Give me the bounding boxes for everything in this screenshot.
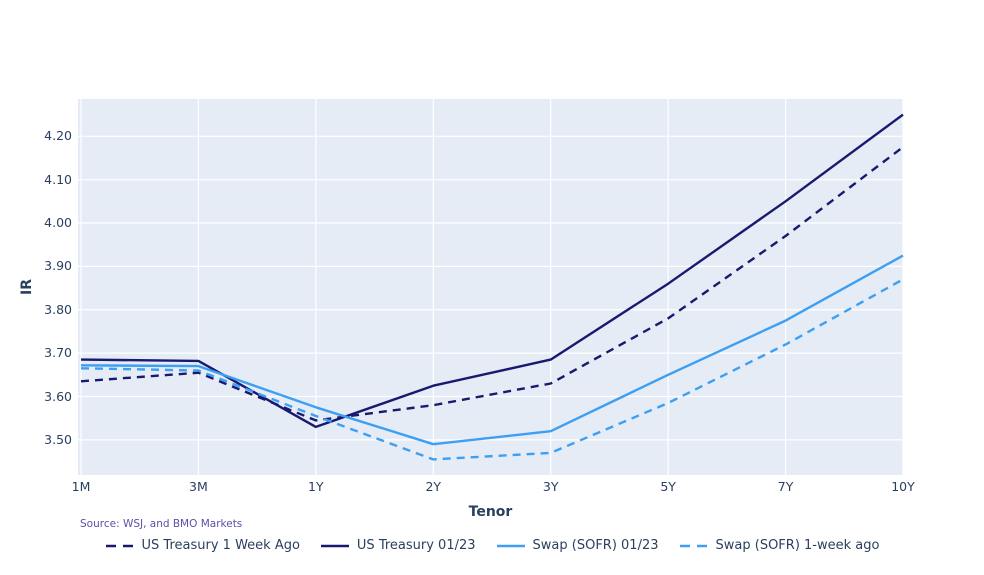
legend-swatch (105, 544, 134, 547)
legend-swatch (496, 544, 525, 547)
legend-swatch (679, 544, 708, 547)
legend-item-2[interactable]: Swap (SOFR) 01/23 (496, 538, 659, 553)
x-tick-label: 7Y (777, 479, 794, 494)
chart-legend: US Treasury 1 Week Ago US Treasury 01/23 S… (0, 538, 984, 553)
legend-item-3[interactable]: Swap (SOFR) 1-week ago (679, 538, 880, 553)
legend-swatch (320, 544, 349, 547)
legend-label: US Treasury 01/23 (356, 538, 476, 553)
x-tick-label: 3M (189, 479, 208, 494)
x-tick-label: 2Y (425, 479, 442, 494)
y-tick-label: 3.70 (44, 345, 72, 361)
plot-area (78, 99, 903, 475)
legend-label: US Treasury 1 Week Ago (141, 538, 300, 553)
x-tick-label: 1M (71, 479, 91, 494)
series-line-2[interactable] (80, 254, 904, 446)
y-tick-label: 3.50 (44, 431, 72, 447)
y-tick-label: 3.80 (44, 301, 72, 317)
y-tick-label: 4.00 (44, 215, 72, 231)
legend-item-0[interactable]: US Treasury 1 Week Ago (105, 538, 300, 553)
x-tick-label: 10Y (891, 479, 915, 494)
y-axis-title: IR (19, 279, 35, 295)
x-axis-title: Tenor (468, 504, 513, 520)
series-line-0[interactable] (80, 146, 904, 422)
y-tick-label: 4.20 (44, 128, 72, 144)
legend-label: Swap (SOFR) 01/23 (532, 538, 659, 553)
y-tick-label: 3.90 (44, 258, 72, 274)
x-tick-label: 1Y (308, 479, 324, 494)
x-tick-label: 5Y (660, 479, 676, 494)
legend-item-1[interactable]: US Treasury 01/23 (320, 538, 476, 553)
legend-label: Swap (SOFR) 1-week ago (715, 538, 880, 553)
series-line-3[interactable] (80, 278, 904, 461)
y-tick-label: 3.60 (44, 388, 72, 404)
x-tick-label: 3Y (542, 479, 559, 494)
source-note: Source: WSJ, and BMO Markets (80, 518, 243, 530)
y-tick-label: 4.10 (44, 171, 72, 187)
